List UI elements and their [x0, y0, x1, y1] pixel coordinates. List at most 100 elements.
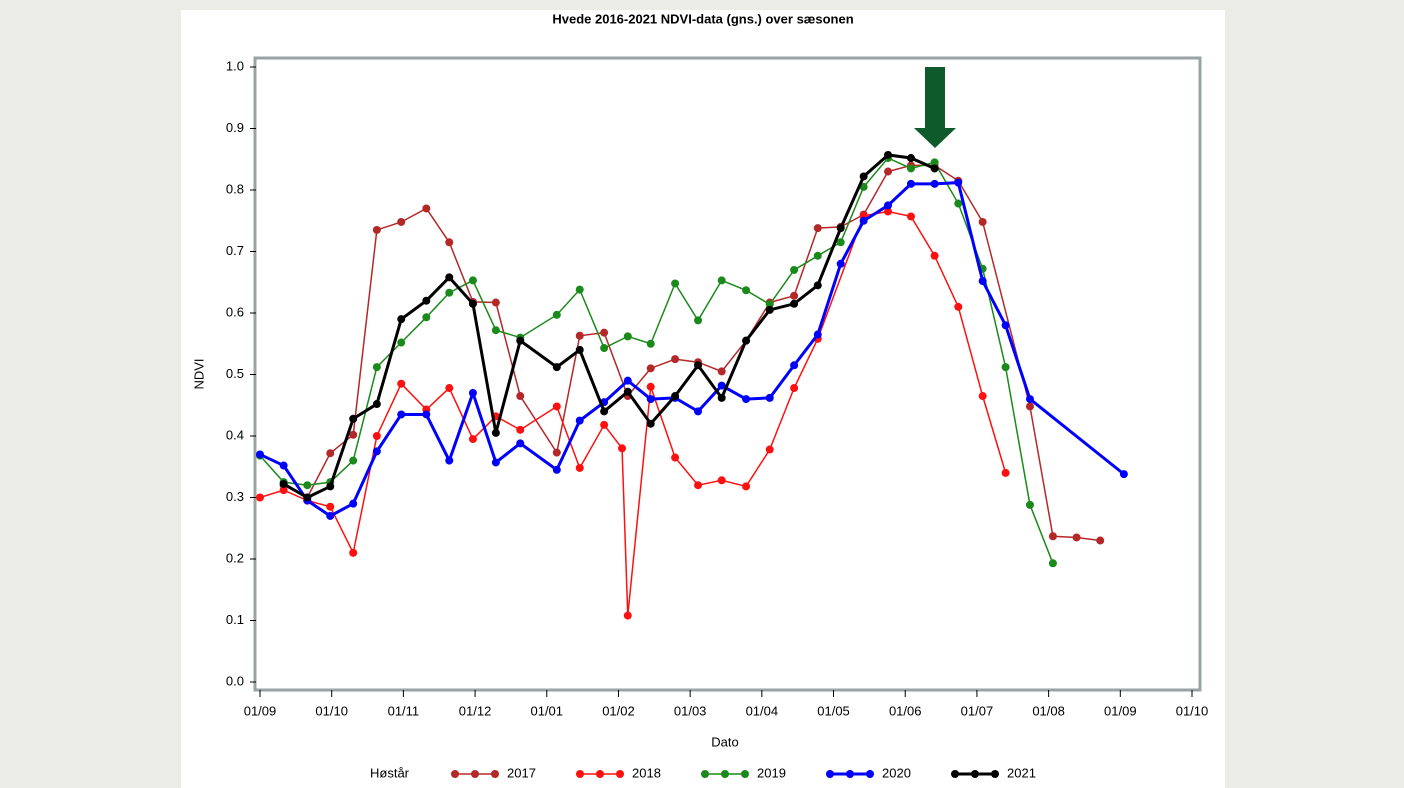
data-point — [575, 331, 584, 340]
data-point — [930, 251, 939, 260]
y-tick-label: 0.2 — [226, 550, 244, 565]
data-point — [491, 428, 500, 437]
data-point — [575, 345, 584, 354]
data-point — [600, 344, 609, 353]
data-point — [813, 281, 822, 290]
data-point — [600, 420, 609, 429]
data-point — [813, 251, 822, 260]
data-point — [1072, 533, 1081, 542]
data-point — [445, 238, 454, 247]
data-point — [349, 414, 358, 423]
data-point — [468, 276, 477, 285]
data-point — [372, 225, 381, 234]
data-point — [397, 315, 406, 324]
data-point — [765, 305, 774, 314]
data-point — [790, 291, 799, 300]
data-point — [552, 448, 561, 457]
data-point — [256, 450, 264, 459]
legend-dot — [721, 770, 729, 778]
x-tick-label: 01/10 — [315, 703, 348, 718]
y-tick-label: 0.7 — [226, 243, 244, 258]
data-point — [279, 486, 288, 495]
x-tick-label: 01/01 — [530, 703, 563, 718]
data-point — [397, 379, 406, 388]
y-tick-label: 0.3 — [226, 489, 244, 504]
y-tick-label: 0.8 — [226, 181, 244, 196]
x-tick-label: 01/12 — [459, 703, 492, 718]
data-point — [906, 164, 915, 173]
legend-label: 2020 — [882, 765, 911, 780]
data-point — [765, 445, 774, 454]
x-tick-label: 01/05 — [817, 703, 850, 718]
data-point — [516, 392, 525, 401]
data-point — [930, 158, 939, 167]
data-point — [1048, 559, 1057, 568]
data-point — [349, 430, 358, 439]
data-point — [884, 150, 893, 159]
data-point — [349, 548, 358, 557]
x-tick-label: 01/06 — [889, 703, 922, 718]
y-tick-label: 0.1 — [226, 612, 244, 627]
y-axis-label: NDVI — [191, 358, 206, 389]
data-point — [397, 217, 406, 226]
data-point — [836, 238, 845, 247]
data-point — [742, 336, 751, 345]
data-point — [1001, 321, 1010, 330]
data-point — [884, 201, 893, 210]
data-point — [623, 611, 632, 620]
data-point — [694, 361, 703, 370]
data-point — [623, 332, 632, 341]
data-point — [884, 167, 893, 176]
legend-title: Høstår — [370, 765, 410, 780]
data-point — [1096, 536, 1105, 545]
data-point — [349, 499, 358, 508]
data-point — [906, 179, 915, 188]
data-point — [575, 416, 584, 425]
x-tick-label: 01/04 — [746, 703, 779, 718]
legend-label: 2021 — [1007, 765, 1036, 780]
series-line — [282, 153, 936, 500]
data-point — [491, 326, 500, 335]
legend-dot — [971, 770, 979, 778]
y-tick-label: 1.0 — [226, 58, 244, 73]
data-point — [694, 481, 703, 490]
data-point — [326, 511, 335, 520]
data-point — [790, 384, 799, 393]
data-point — [372, 400, 381, 409]
legend-dot — [866, 770, 874, 778]
arrow-marker — [914, 67, 956, 148]
data-point — [600, 407, 609, 416]
x-tick-label: 01/09 — [1104, 703, 1137, 718]
x-tick-label: 01/11 — [388, 703, 420, 718]
data-point — [646, 364, 655, 373]
legend-dot — [471, 770, 479, 778]
legend-label: 2018 — [632, 765, 661, 780]
y-tick-label: 0.6 — [226, 304, 244, 319]
data-point — [1025, 500, 1034, 509]
data-point — [930, 179, 939, 188]
legend-dot — [741, 770, 749, 778]
data-point — [671, 392, 680, 401]
legend-dot — [596, 770, 604, 778]
y-tick-label: 0.4 — [226, 427, 244, 442]
legend-dot — [826, 770, 834, 778]
data-point — [445, 456, 454, 465]
chart-panel — [181, 10, 1225, 788]
data-point — [790, 299, 799, 308]
data-point — [349, 456, 358, 465]
data-point — [742, 286, 751, 295]
data-point — [623, 376, 632, 385]
data-point — [813, 330, 822, 339]
data-point — [765, 393, 774, 402]
data-point — [445, 384, 454, 393]
legend-dot — [846, 770, 854, 778]
data-point — [326, 482, 335, 491]
data-point — [575, 463, 584, 472]
data-point — [836, 259, 845, 268]
data-point — [552, 363, 561, 372]
data-point — [397, 338, 406, 347]
legend-label: 2019 — [757, 765, 786, 780]
data-point — [859, 182, 868, 191]
data-point — [694, 316, 703, 325]
